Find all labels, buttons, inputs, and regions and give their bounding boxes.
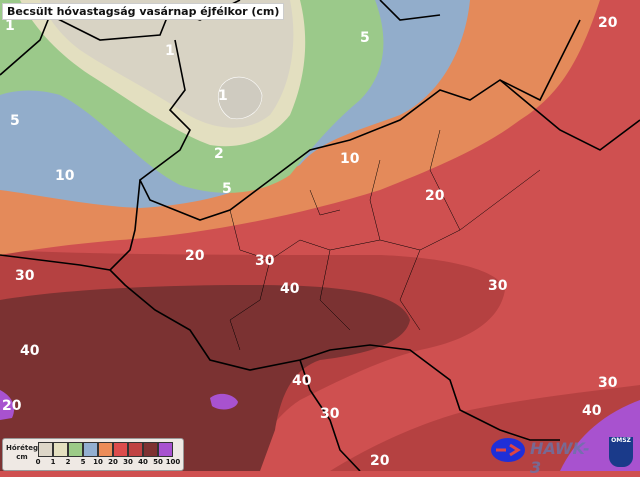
- contour-label: 30: [320, 406, 340, 422]
- contour-label: 10: [340, 151, 360, 167]
- contour-label: 2: [214, 146, 224, 162]
- legend-tick: 40: [138, 458, 148, 466]
- legend-tick: 10: [93, 458, 103, 466]
- model-name: HAWK-3: [530, 439, 590, 477]
- legend-label-line1: Hóréteg: [6, 444, 38, 452]
- county-borders: [229, 129, 541, 351]
- agency-name: OMSZ: [611, 437, 631, 444]
- contour-label: 20: [185, 248, 205, 264]
- legend-tick: 2: [65, 458, 71, 466]
- legend-label: Hóréteg cm: [6, 444, 38, 462]
- legend-swatch: [83, 442, 98, 457]
- contour-label: 5: [10, 113, 20, 129]
- legend-swatch: [128, 442, 143, 457]
- hawk-logo: HAWK-3: [488, 436, 590, 477]
- legend-tick: 5: [80, 458, 86, 466]
- zone-50-100-spot: [210, 393, 238, 410]
- legend-swatch: [38, 442, 53, 457]
- contour-label: 20: [598, 15, 618, 31]
- legend-swatch: [143, 442, 158, 457]
- legend-tick: 20: [108, 458, 118, 466]
- map-title: Becsült hóvastagság vasárnap éjfélkor (c…: [2, 3, 285, 20]
- contour-label: 40: [582, 403, 602, 419]
- legend-swatch: [53, 442, 68, 457]
- contour-label: 40: [280, 281, 300, 297]
- contour-label: 1: [165, 43, 175, 59]
- contour-label: 40: [20, 343, 40, 359]
- contour-label: 10: [55, 168, 75, 184]
- contour-label: 20: [2, 398, 22, 414]
- zone-50-100-west: [0, 390, 15, 420]
- contour-label: 5: [360, 30, 370, 46]
- hawk-emblem-icon: [491, 438, 525, 462]
- zone-0-1-center: [217, 76, 263, 120]
- legend-tick: 30: [123, 458, 133, 466]
- contour-label: 5: [222, 181, 232, 197]
- legend-tick: 100: [165, 458, 181, 466]
- contour-label: 30: [598, 375, 618, 391]
- legend-swatch: [113, 442, 128, 457]
- legend-swatch: [158, 442, 173, 457]
- zone-30-40-south: [330, 385, 640, 471]
- contour-label: 1: [218, 88, 228, 104]
- legend-label-line2: cm: [16, 453, 28, 461]
- contour-label: 30: [255, 253, 275, 269]
- legend-tick: 0: [35, 458, 41, 466]
- contour-label: 30: [488, 278, 508, 294]
- legend-tick: 50: [153, 458, 163, 466]
- omsz-logo: OMSZ: [609, 437, 633, 467]
- zone-40-50: [0, 285, 410, 471]
- legend-swatch: [68, 442, 83, 457]
- contour-label: 40: [292, 373, 312, 389]
- color-legend: Hóréteg cm 0 1 2 5 10 20 30 40 50 100: [2, 438, 184, 471]
- contour-label: 20: [425, 188, 445, 204]
- legend-tick: 1: [50, 458, 56, 466]
- contour-label: 30: [15, 268, 35, 284]
- legend-swatch: [98, 442, 113, 457]
- contour-label: 1: [5, 18, 15, 34]
- contour-label: 20: [370, 453, 390, 469]
- contour-labels: 1 1 1 2 5 5 5 10 10 20 20 20 30 30 40 40…: [2, 15, 618, 469]
